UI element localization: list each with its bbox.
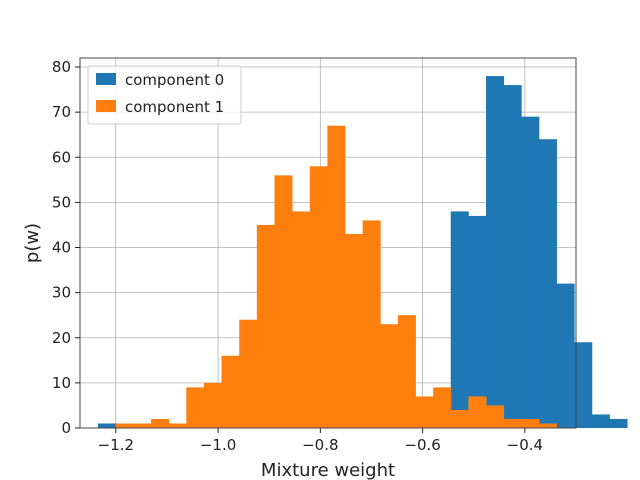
y-axis-label: p(w): [22, 223, 43, 263]
histogram-bar: [309, 166, 328, 429]
histogram-bar: [186, 387, 205, 428]
axis-ticks: −1.2 −1.0 −0.8 −0.6 −0.4 0 10 20 30 40 50 60 70 80: [52, 58, 543, 454]
x-tick-label: −0.6: [404, 436, 440, 454]
y-tick-label: 20: [52, 329, 71, 347]
x-tick-label: −1.0: [200, 436, 236, 454]
legend-swatch: [96, 73, 116, 85]
y-tick-label: 10: [52, 374, 71, 392]
histogram-bar: [151, 418, 170, 428]
y-tick-label: 0: [61, 419, 71, 437]
legend-swatch: [96, 100, 116, 112]
histogram-bar: [397, 315, 416, 428]
histogram-bar: [538, 423, 557, 428]
histogram-bar: [221, 355, 240, 428]
histogram-bar: [115, 423, 134, 428]
y-tick-label: 40: [52, 239, 71, 257]
histogram-bar: [486, 76, 505, 429]
histogram-bar: [591, 414, 610, 428]
histogram-bar: [327, 125, 346, 429]
histogram-bar: [133, 423, 152, 428]
legend: component 0 component 1: [87, 65, 242, 125]
histogram-bar: [538, 139, 557, 428]
x-tick-label: −0.8: [302, 436, 338, 454]
histogram-bar: [468, 215, 487, 428]
y-tick-label: 30: [52, 284, 71, 302]
legend-label: component 0: [125, 71, 224, 89]
histogram-bar: [415, 396, 434, 428]
histogram-bar: [556, 283, 575, 428]
x-axis-label: Mixture weight: [261, 460, 395, 480]
x-tick-label: −0.4: [507, 436, 543, 454]
plot-frame: [79, 57, 577, 429]
histogram-bar: [574, 342, 593, 428]
histogram-bar: [203, 382, 222, 428]
bars-component-1: [115, 125, 557, 429]
x-tick-label: −1.2: [98, 436, 134, 454]
histogram-bar: [256, 224, 275, 428]
histogram-bar: [239, 319, 258, 428]
histogram-bar: [362, 220, 381, 428]
histogram-bar: [168, 423, 187, 428]
y-tick-label: 80: [52, 58, 71, 76]
histogram-bar: [468, 396, 487, 428]
legend-box: [87, 65, 242, 125]
histogram-bar: [433, 387, 452, 428]
legend-label: component 1: [125, 98, 224, 116]
histogram-bar: [450, 409, 469, 428]
histogram-bar: [521, 116, 540, 428]
histogram-bar: [503, 418, 522, 428]
histogram-bar: [609, 418, 628, 428]
histogram-bar: [486, 405, 505, 428]
histogram-bar: [97, 423, 116, 428]
y-tick-label: 70: [52, 103, 71, 121]
bars-component-0: [97, 76, 628, 429]
histogram-bar: [450, 211, 469, 428]
histogram-bar: [503, 85, 522, 428]
y-tick-label: 60: [52, 148, 71, 166]
histogram-bar: [292, 211, 311, 428]
histogram-bar: [380, 324, 399, 428]
histogram-bar: [274, 175, 293, 428]
histogram-bar: [521, 418, 540, 428]
y-tick-label: 50: [52, 193, 71, 211]
histogram-bar: [344, 233, 364, 428]
